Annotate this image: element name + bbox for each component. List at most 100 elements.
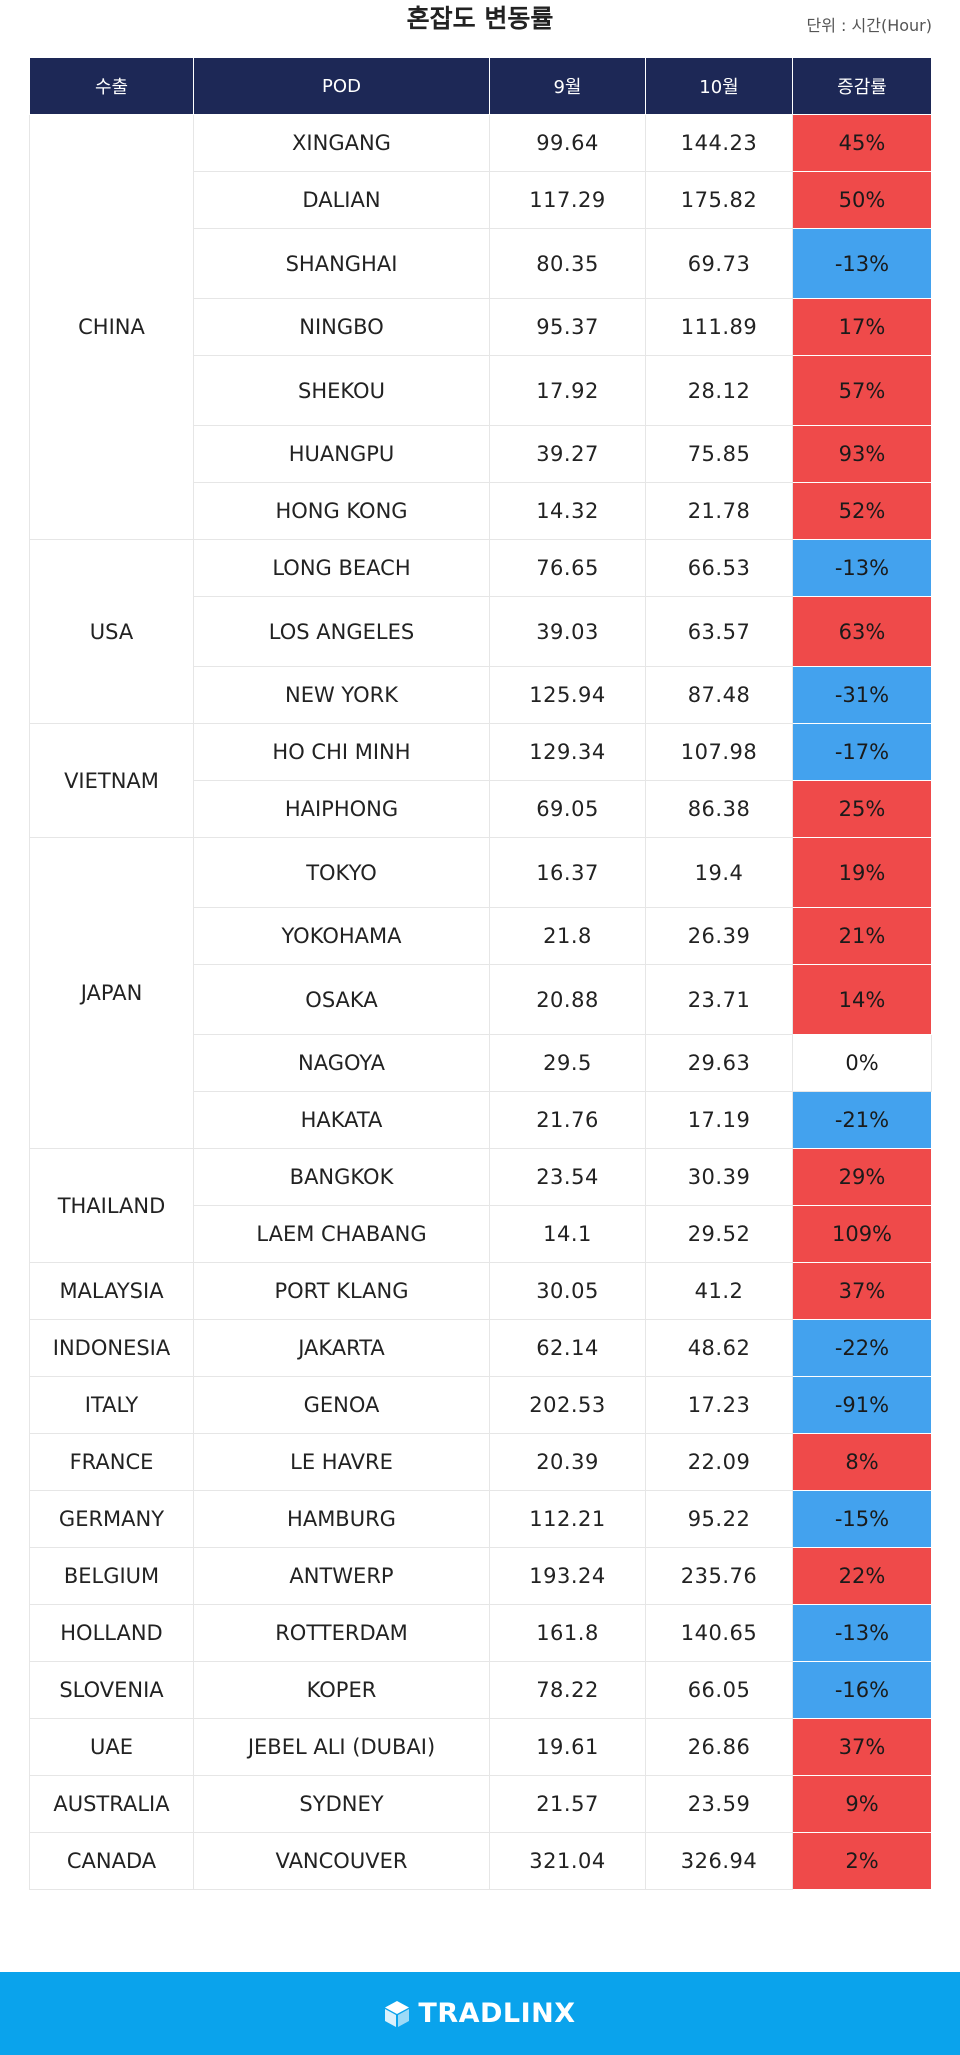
september-value-cell: 23.54 [489, 1148, 646, 1206]
change-rate-cell: 8% [792, 1433, 932, 1491]
september-value-cell: 39.03 [489, 596, 646, 667]
october-value-cell: 86.38 [645, 780, 793, 838]
table-row: HONG KONG 14.32 21.78 52% [30, 482, 932, 540]
september-value-cell: 20.88 [489, 964, 646, 1035]
country-cell: CHINA [29, 114, 194, 540]
october-value-cell: 26.39 [645, 907, 793, 965]
table-row: LAEM CHABANG 14.1 29.52 109% [30, 1205, 932, 1263]
september-value-cell: 69.05 [489, 780, 646, 838]
table-row: USA LONG BEACH 76.65 66.53 -13% [29, 539, 932, 724]
october-value-cell: 107.98 [645, 723, 793, 781]
table-header: 수출 POD 9월 10월 증감률 [29, 57, 932, 115]
country-cell: SLOVENIA [29, 1661, 194, 1719]
table-row: UAE JEBEL ALI (DUBAI) 19.61 26.86 37% [29, 1718, 932, 1776]
unit-label: 단위 : 시간(Hour) [806, 16, 932, 35]
september-value-cell: 19.61 [489, 1718, 646, 1776]
country-cell: GERMANY [29, 1490, 194, 1548]
table-row: HAIPHONG 69.05 86.38 25% [30, 780, 932, 838]
pod-cell: XINGANG [193, 114, 490, 172]
country-cell: AUSTRALIA [29, 1775, 194, 1833]
table-row: CANADA VANCOUVER 321.04 326.94 2% [29, 1832, 932, 1890]
table-row: OSAKA 20.88 23.71 14% [30, 964, 932, 1035]
change-rate-cell: 50% [792, 171, 932, 229]
pod-cell: ANTWERP [193, 1547, 490, 1605]
september-value-cell: 21.57 [489, 1775, 646, 1833]
october-value-cell: 235.76 [645, 1547, 793, 1605]
column-header-change-rate: 증감률 [792, 57, 932, 115]
october-value-cell: 41.2 [645, 1262, 793, 1320]
september-value-cell: 202.53 [489, 1376, 646, 1434]
october-value-cell: 175.82 [645, 171, 793, 229]
pod-cell: HO CHI MINH [193, 723, 490, 781]
september-value-cell: 161.8 [489, 1604, 646, 1662]
change-rate-cell: -22% [792, 1319, 932, 1377]
september-value-cell: 62.14 [489, 1319, 646, 1377]
change-rate-cell: -13% [792, 539, 932, 597]
october-value-cell: 66.53 [645, 539, 793, 597]
pod-cell: DALIAN [193, 171, 490, 229]
congestion-table: 수출 POD 9월 10월 증감률 CHINA XINGANG 99.64 144.2… [29, 57, 932, 1890]
september-value-cell: 14.32 [489, 482, 646, 540]
change-rate-cell: 52% [792, 482, 932, 540]
tradlinx-cube-icon [385, 2000, 410, 2027]
october-value-cell: 23.59 [645, 1775, 793, 1833]
change-rate-cell: -15% [792, 1490, 932, 1548]
pod-cell: HAMBURG [193, 1490, 490, 1548]
table-row: CHINA XINGANG 99.64 144.23 45% [29, 114, 932, 540]
table-row: NAGOYA 29.5 29.63 0% [30, 1034, 932, 1092]
column-header-september: 9월 [489, 57, 646, 115]
october-value-cell: 63.57 [645, 596, 793, 667]
table-row: YOKOHAMA 21.8 26.39 21% [30, 907, 932, 965]
table-row: NINGBO 95.37 111.89 17% [30, 298, 932, 356]
september-value-cell: 99.64 [489, 114, 646, 172]
change-rate-cell: 29% [792, 1148, 932, 1206]
tradlinx-logo[interactable]: TRADLINX [384, 1998, 575, 2029]
country-cell: VIETNAM [29, 723, 194, 838]
table-row: BELGIUM ANTWERP 193.24 235.76 22% [29, 1547, 932, 1605]
october-value-cell: 30.39 [645, 1148, 793, 1206]
october-value-cell: 17.23 [645, 1376, 793, 1434]
september-value-cell: 95.37 [489, 298, 646, 356]
change-rate-cell: 25% [792, 780, 932, 838]
table-body: CHINA XINGANG 99.64 144.23 45% DALIAN 117.29 17… [29, 114, 932, 1890]
country-cell: HOLLAND [29, 1604, 194, 1662]
country-cell: UAE [29, 1718, 194, 1776]
country-cell: BELGIUM [29, 1547, 194, 1605]
pod-cell: SYDNEY [193, 1775, 490, 1833]
table-row: FRANCE LE HAVRE 20.39 22.09 8% [29, 1433, 932, 1491]
september-value-cell: 30.05 [489, 1262, 646, 1320]
october-value-cell: 23.71 [645, 964, 793, 1035]
change-rate-cell: -16% [792, 1661, 932, 1719]
september-value-cell: 117.29 [489, 171, 646, 229]
september-value-cell: 21.76 [489, 1091, 646, 1149]
country-cell: THAILAND [29, 1148, 194, 1263]
october-value-cell: 21.78 [645, 482, 793, 540]
change-rate-cell: 2% [792, 1832, 932, 1890]
table-row: THAILAND BANGKOK 23.54 30.39 29% [29, 1148, 932, 1263]
september-value-cell: 39.27 [489, 425, 646, 483]
october-value-cell: 75.85 [645, 425, 793, 483]
table-row: GERMANY HAMBURG 112.21 95.22 -15% [29, 1490, 932, 1548]
change-rate-cell: -21% [792, 1091, 932, 1149]
pod-cell: HUANGPU [193, 425, 490, 483]
change-rate-cell: -13% [792, 228, 932, 299]
country-cell: ITALY [29, 1376, 194, 1434]
october-value-cell: 144.23 [645, 114, 793, 172]
october-value-cell: 69.73 [645, 228, 793, 299]
september-value-cell: 17.92 [489, 355, 646, 426]
change-rate-cell: 0% [792, 1034, 932, 1092]
page-title: 혼잡도 변동률 [406, 4, 554, 33]
september-value-cell: 78.22 [489, 1661, 646, 1719]
table-row: DALIAN 117.29 175.82 50% [30, 171, 932, 229]
pod-cell: JAKARTA [193, 1319, 490, 1377]
table-row: LOS ANGELES 39.03 63.57 63% [30, 596, 932, 667]
change-rate-cell: 45% [792, 114, 932, 172]
september-value-cell: 14.1 [489, 1205, 646, 1263]
pod-cell: GENOA [193, 1376, 490, 1434]
table-row: HUANGPU 39.27 75.85 93% [30, 425, 932, 483]
change-rate-cell: 19% [792, 837, 932, 908]
pod-cell: LONG BEACH [193, 539, 490, 597]
pod-cell: LAEM CHABANG [193, 1205, 490, 1263]
pod-cell: PORT KLANG [193, 1262, 490, 1320]
pod-cell: YOKOHAMA [193, 907, 490, 965]
